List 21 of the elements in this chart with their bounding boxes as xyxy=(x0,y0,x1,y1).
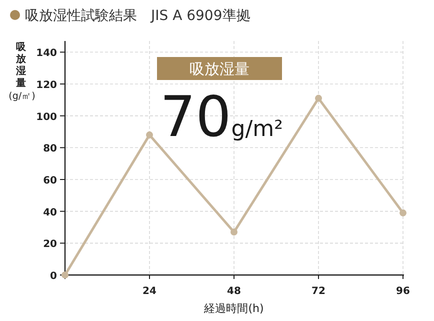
y-tick-label: 40 xyxy=(43,207,58,218)
y-tick-label: 0 xyxy=(50,271,58,282)
x-tick-label: 24 xyxy=(142,286,156,297)
annotation: 吸放湿量 xyxy=(190,60,250,78)
x-tick-label: 48 xyxy=(227,286,241,297)
point xyxy=(230,228,238,236)
y-tick-label: 20 xyxy=(43,239,58,250)
y-tick-label: 80 xyxy=(43,144,58,155)
y-tick-label: 120 xyxy=(36,80,58,91)
y-tick-label: 140 xyxy=(36,48,58,60)
y-tick-label: 60 xyxy=(43,175,58,186)
point xyxy=(400,209,406,216)
x-axis-title: 経過時間(h) xyxy=(203,302,264,315)
x-tick-label: 96 xyxy=(396,286,410,297)
point xyxy=(315,94,322,102)
x-tick-label: 72 xyxy=(312,286,326,297)
y-tick-label: 100 xyxy=(36,112,58,123)
chart-title: 吸放湿性試験結果 JIS A 6909準拠 xyxy=(25,8,250,24)
y-axis-title: 吸放湿量(g/㎡) xyxy=(8,41,36,102)
point xyxy=(146,131,153,138)
annotation: 70g/m² xyxy=(160,85,283,150)
